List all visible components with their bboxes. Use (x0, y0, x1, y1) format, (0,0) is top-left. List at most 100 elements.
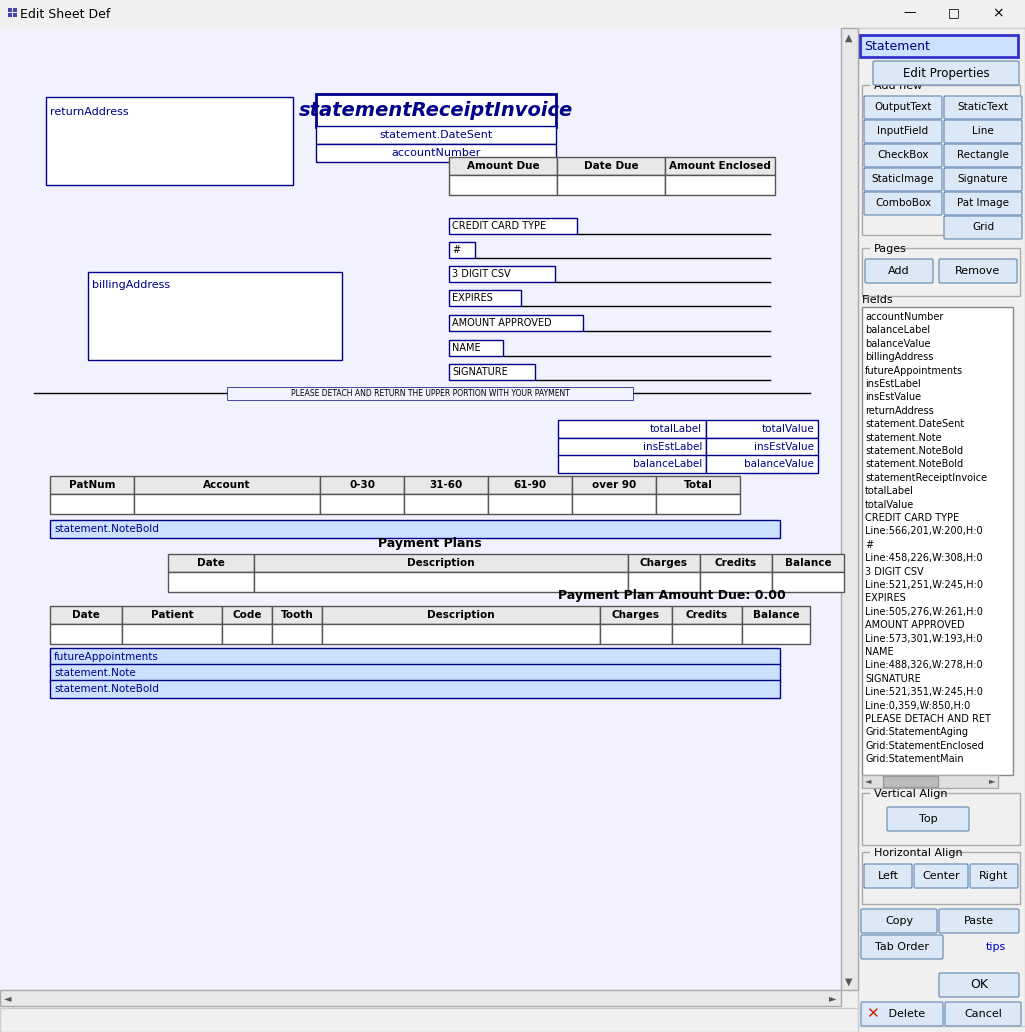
Bar (449, 266, 555, 282)
Bar (168, 554, 254, 572)
Bar (0, 0, 1025, 28)
Bar (706, 420, 818, 438)
Bar (0, 28, 840, 990)
FancyBboxPatch shape (939, 259, 1017, 283)
Text: NAME: NAME (865, 647, 894, 657)
Bar (50, 606, 122, 624)
Bar (134, 476, 320, 494)
Text: statementReceiptInvoice: statementReceiptInvoice (865, 473, 987, 483)
FancyBboxPatch shape (944, 216, 1022, 239)
Text: 3 DIGIT CSV: 3 DIGIT CSV (865, 567, 924, 577)
Text: totalValue: totalValue (865, 499, 914, 510)
Text: Date: Date (197, 558, 224, 568)
FancyBboxPatch shape (970, 864, 1018, 888)
Text: PLEASE DETACH AND RETURN THE UPPER PORTION WITH YOUR PAYMENT: PLEASE DETACH AND RETURN THE UPPER PORTI… (290, 389, 570, 398)
Text: #: # (865, 540, 873, 550)
Text: ✕: ✕ (866, 1006, 878, 1022)
Text: □: □ (948, 6, 959, 20)
Text: Signature: Signature (957, 174, 1009, 185)
Text: Payment Plans: Payment Plans (378, 538, 482, 550)
Bar (883, 776, 938, 787)
Text: balanceLabel: balanceLabel (865, 325, 930, 335)
Text: ComboBox: ComboBox (875, 198, 931, 208)
Text: totalLabel: totalLabel (650, 424, 702, 434)
Bar (320, 494, 404, 514)
FancyBboxPatch shape (861, 1002, 943, 1026)
Bar (870, 792, 940, 801)
Text: Rectangle: Rectangle (957, 151, 1009, 161)
Text: Date Due: Date Due (583, 161, 639, 171)
Text: accountNumber: accountNumber (865, 312, 943, 322)
Text: Remove: Remove (955, 266, 1000, 276)
Text: Center: Center (922, 871, 959, 881)
Text: totalLabel: totalLabel (865, 486, 914, 496)
Bar (449, 157, 557, 175)
FancyBboxPatch shape (887, 807, 969, 831)
FancyBboxPatch shape (944, 96, 1022, 119)
Bar (50, 648, 780, 666)
Bar (557, 157, 665, 175)
Bar (316, 94, 556, 127)
Bar (742, 624, 810, 644)
Text: EXPIRES: EXPIRES (452, 293, 493, 303)
FancyBboxPatch shape (944, 192, 1022, 215)
Bar (404, 476, 488, 494)
FancyBboxPatch shape (945, 1002, 1021, 1026)
Bar (449, 175, 557, 195)
Bar (13, 8, 17, 12)
Text: Tooth: Tooth (281, 610, 314, 620)
Text: statement.NoteBold: statement.NoteBold (54, 684, 159, 694)
Bar (862, 775, 998, 788)
Bar (870, 247, 895, 256)
Bar (772, 554, 844, 572)
Text: Vertical Align: Vertical Align (874, 789, 947, 799)
Bar (628, 554, 700, 572)
Bar (254, 572, 628, 592)
Text: Code: Code (233, 610, 261, 620)
Bar (572, 476, 656, 494)
Text: Credits: Credits (715, 558, 757, 568)
Text: CREDIT CARD TYPE: CREDIT CARD TYPE (865, 513, 959, 523)
Text: statement.DateSent: statement.DateSent (865, 419, 965, 429)
FancyBboxPatch shape (864, 168, 942, 191)
Text: balanceValue: balanceValue (865, 338, 931, 349)
Bar (227, 387, 633, 400)
FancyBboxPatch shape (864, 192, 942, 215)
Text: Right: Right (979, 871, 1009, 881)
Text: ▼: ▼ (846, 977, 853, 987)
Text: Date: Date (72, 610, 100, 620)
Text: 31-60: 31-60 (429, 480, 462, 490)
Text: —: — (904, 6, 916, 20)
Text: ◄: ◄ (4, 993, 11, 1003)
Text: Paste: Paste (964, 916, 994, 926)
Text: statement.NoteBold: statement.NoteBold (865, 459, 964, 470)
Text: 0-30: 0-30 (348, 480, 375, 490)
Text: Line:573,301,W:193,H:0: Line:573,301,W:193,H:0 (865, 634, 983, 644)
Text: Balance: Balance (785, 558, 831, 568)
FancyBboxPatch shape (864, 864, 912, 888)
Text: Charges: Charges (640, 558, 688, 568)
Bar (572, 494, 656, 514)
FancyBboxPatch shape (944, 168, 1022, 191)
Text: insEstValue: insEstValue (865, 392, 921, 402)
Bar (558, 455, 706, 473)
Bar (449, 315, 583, 331)
Text: ▲: ▲ (846, 33, 853, 43)
FancyBboxPatch shape (861, 909, 937, 933)
Text: PLEASE DETACH AND RET: PLEASE DETACH AND RET (865, 714, 991, 724)
Bar (700, 554, 772, 572)
Text: accountNumber: accountNumber (392, 148, 481, 158)
Text: Balance: Balance (752, 610, 800, 620)
Bar (0, 990, 840, 1006)
Text: Line:566,201,W:200,H:0: Line:566,201,W:200,H:0 (865, 526, 983, 537)
Text: #: # (452, 245, 460, 255)
Text: PatNum: PatNum (69, 480, 115, 490)
Text: 3 DIGIT CSV: 3 DIGIT CSV (452, 269, 510, 279)
Text: Cancel: Cancel (965, 1009, 1002, 1019)
Bar (862, 793, 1020, 845)
Bar (134, 494, 320, 514)
Text: SIGNATURE: SIGNATURE (865, 674, 920, 684)
Text: statement.DateSent: statement.DateSent (379, 130, 493, 140)
Text: statement.NoteBold: statement.NoteBold (865, 446, 964, 456)
Text: Add: Add (889, 266, 910, 276)
